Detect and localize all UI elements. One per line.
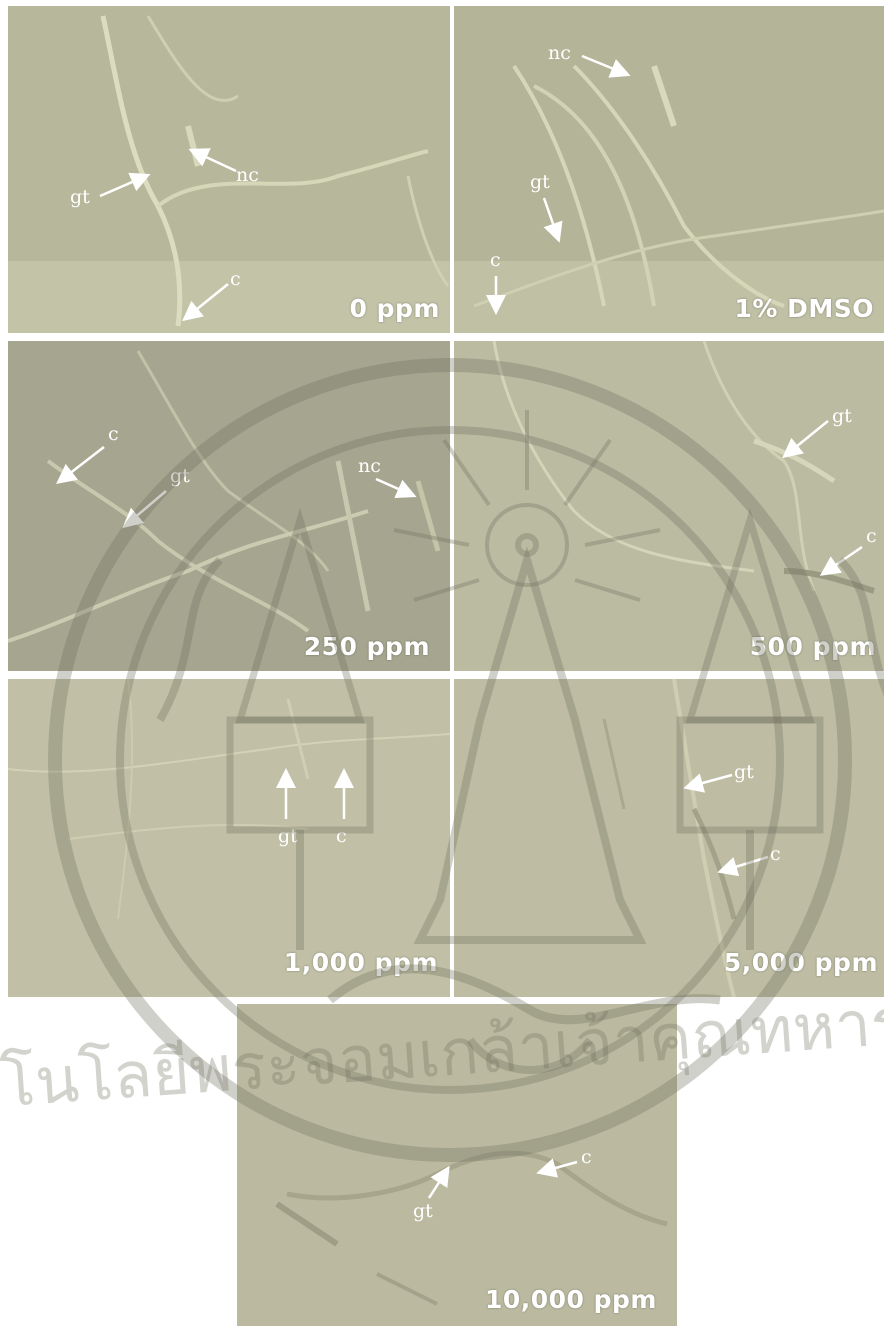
micrograph-image <box>8 341 450 671</box>
hyphae-label-nc: nc <box>236 164 259 186</box>
panel-1-dmso: nc gt c 1% DMSO <box>454 6 884 333</box>
hyphae-label-c: c <box>490 249 501 271</box>
micrograph-image <box>454 341 884 671</box>
hyphae-label-gt: gt <box>413 1200 433 1222</box>
hyphae-label-gt: gt <box>832 405 852 427</box>
concentration-label: 5,000 ppm <box>723 948 878 977</box>
panel-1000-ppm: gt c 1,000 ppm <box>8 679 450 997</box>
hyphae-label-gt: gt <box>70 186 90 208</box>
concentration-label: 10,000 ppm <box>484 1285 657 1314</box>
hyphae-label-gt: gt <box>734 761 754 783</box>
concentration-label: 250 ppm <box>303 632 430 661</box>
micrograph-image <box>8 679 450 997</box>
panel-250-ppm: c gt nc 250 ppm <box>8 341 450 671</box>
concentration-label: 1,000 ppm <box>283 948 438 977</box>
panel-500-ppm: gt c 500 ppm <box>454 341 884 671</box>
micrograph-image <box>454 679 884 997</box>
micrograph-image <box>237 1004 677 1326</box>
hyphae-label-nc: nc <box>548 42 571 64</box>
hyphae-label-c: c <box>230 268 241 290</box>
hyphae-label-gt: gt <box>530 171 550 193</box>
panel-0-ppm: gt nc c 0 ppm <box>8 6 450 333</box>
concentration-label: 1% DMSO <box>734 294 874 323</box>
hyphae-label-c: c <box>108 423 119 445</box>
concentration-label: 500 ppm <box>749 632 876 661</box>
hyphae-label-c: c <box>336 825 347 847</box>
concentration-label: 0 ppm <box>349 294 440 323</box>
micrograph-image <box>454 6 884 333</box>
hyphae-label-c: c <box>770 843 781 865</box>
panel-10000-ppm: gt c 10,000 ppm <box>237 1004 677 1326</box>
micrograph-image <box>8 6 450 333</box>
hyphae-label-gt: gt <box>170 465 190 487</box>
panel-5000-ppm: gt c 5,000 ppm <box>454 679 884 997</box>
hyphae-label-nc: nc <box>358 455 381 477</box>
hyphae-label-c: c <box>581 1146 592 1168</box>
hyphae-label-gt: gt <box>278 825 298 847</box>
hyphae-label-c: c <box>866 525 877 547</box>
